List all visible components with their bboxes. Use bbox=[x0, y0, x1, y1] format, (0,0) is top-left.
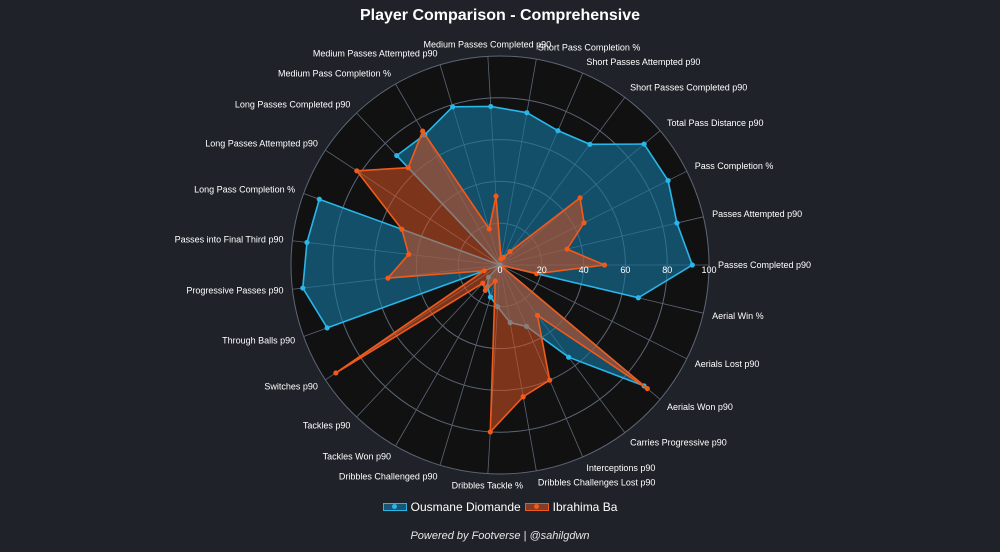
axis-label: Short Pass Completion % bbox=[538, 42, 641, 52]
radial-tick-label: 60 bbox=[620, 265, 630, 275]
legend-label-diomande: Ousmane Diomande bbox=[410, 500, 521, 514]
axis-label: Passes Completed p90 bbox=[718, 260, 811, 270]
data-point bbox=[487, 429, 493, 435]
legend-dot-ba bbox=[533, 504, 539, 509]
axis-label: Interceptions p90 bbox=[586, 463, 655, 473]
grid-spoke bbox=[395, 264, 501, 447]
legend-swatch-ba bbox=[524, 503, 549, 511]
axis-label: Tackles p90 bbox=[303, 421, 351, 431]
axis-label: Short Passes Completed p90 bbox=[630, 83, 747, 93]
legend-item-ba[interactable]: Ibrahima Ba bbox=[524, 500, 618, 514]
axis-label: Passes Attempted p90 bbox=[712, 209, 802, 219]
data-point bbox=[577, 195, 583, 201]
radial-tick-label: 80 bbox=[662, 265, 672, 275]
data-point bbox=[480, 280, 486, 286]
data-point bbox=[674, 220, 680, 226]
data-point bbox=[566, 354, 572, 360]
radial-ticks: 0 20 40 60 80 100 bbox=[497, 265, 716, 275]
data-point bbox=[520, 394, 526, 400]
footer-credit: Powered by Footverse | @sahilgdwn bbox=[410, 530, 590, 542]
data-point bbox=[507, 248, 513, 255]
axis-label: Medium Passes Completed p90 bbox=[424, 39, 552, 49]
data-point bbox=[481, 268, 487, 274]
data-point bbox=[406, 251, 412, 257]
data-point bbox=[492, 278, 498, 284]
data-point bbox=[304, 239, 310, 246]
data-point bbox=[420, 128, 426, 134]
data-point bbox=[450, 104, 456, 110]
data-point bbox=[534, 271, 540, 277]
data-point bbox=[486, 226, 492, 232]
axis-label: Long Pass Completion % bbox=[194, 184, 295, 194]
radial-tick-label: 40 bbox=[579, 265, 589, 275]
axis-label: Short Passes Attempted p90 bbox=[586, 57, 700, 67]
data-point bbox=[555, 128, 561, 134]
data-point bbox=[385, 275, 391, 281]
data-point bbox=[324, 325, 330, 331]
data-point bbox=[644, 385, 650, 392]
axis-label: Total Pass Distance p90 bbox=[667, 118, 764, 128]
legend-swatch-diomande bbox=[382, 503, 407, 511]
axis-label: Progressive Passes p90 bbox=[186, 286, 283, 296]
data-point bbox=[564, 246, 570, 252]
data-point bbox=[354, 168, 360, 174]
axis-label: Through Balls p90 bbox=[222, 336, 295, 346]
data-point bbox=[497, 262, 503, 268]
data-point bbox=[581, 220, 587, 226]
axis-label: Dribbles Tackle % bbox=[452, 481, 523, 491]
data-point bbox=[665, 177, 671, 184]
axis-label: Medium Passes Attempted p90 bbox=[313, 48, 438, 58]
axis-label: Switches p90 bbox=[264, 381, 318, 391]
data-point bbox=[300, 285, 306, 291]
axis-labels: Passes Completed p90 Passes Attempted p90… bbox=[175, 39, 811, 490]
data-point bbox=[641, 141, 647, 147]
grid-spoke bbox=[499, 264, 687, 360]
series-area-ibrahima-ba bbox=[335, 129, 648, 435]
data-point bbox=[635, 295, 641, 301]
data-point bbox=[488, 103, 494, 110]
axis-label: Medium Pass Completion % bbox=[278, 69, 391, 79]
legend-item-diomande[interactable]: Ousmane Diomande bbox=[382, 500, 521, 514]
radial-tick-label: 100 bbox=[701, 265, 716, 275]
axis-label: Dribbles Challenged p90 bbox=[339, 472, 438, 482]
axis-label: Pass Completion % bbox=[695, 161, 774, 171]
data-point bbox=[587, 141, 593, 147]
legend-label-ba: Ibrahima Ba bbox=[552, 500, 618, 514]
data-point bbox=[487, 294, 494, 300]
data-point bbox=[524, 110, 530, 116]
axis-label: Long Passes Attempted p90 bbox=[205, 139, 318, 149]
axis-label: Aerials Won p90 bbox=[667, 402, 733, 412]
axis-label: Passes into Final Third p90 bbox=[175, 234, 284, 244]
chart-title: Player Comparison - Comprehensive bbox=[359, 7, 641, 24]
data-point bbox=[493, 193, 499, 199]
axis-label: Aerial Win % bbox=[712, 311, 764, 321]
data-point bbox=[601, 262, 608, 268]
data-point bbox=[498, 256, 504, 262]
data-point bbox=[394, 152, 400, 159]
legend-dot-diomande bbox=[391, 504, 397, 509]
data-point bbox=[316, 196, 322, 202]
data-point bbox=[689, 262, 695, 268]
axis-label: Carries Progressive p90 bbox=[630, 437, 727, 447]
series-layer bbox=[300, 103, 695, 435]
grid-spoke bbox=[356, 264, 501, 418]
data-point bbox=[482, 287, 488, 293]
data-point bbox=[405, 165, 411, 171]
axis-label: Dribbles Challenges Lost p90 bbox=[538, 478, 656, 488]
data-point bbox=[534, 312, 541, 318]
data-point bbox=[333, 370, 339, 376]
data-point bbox=[547, 377, 553, 383]
axis-label: Tackles Won p90 bbox=[323, 451, 391, 461]
legend: Ousmane Diomande Ibrahima Ba bbox=[0, 500, 1000, 514]
radial-tick-label: 0 bbox=[497, 265, 502, 275]
data-point bbox=[399, 226, 405, 232]
axis-label: Aerials Lost p90 bbox=[695, 359, 760, 369]
radial-tick-label: 20 bbox=[537, 265, 547, 275]
axis-label: Long Passes Completed p90 bbox=[235, 99, 351, 109]
